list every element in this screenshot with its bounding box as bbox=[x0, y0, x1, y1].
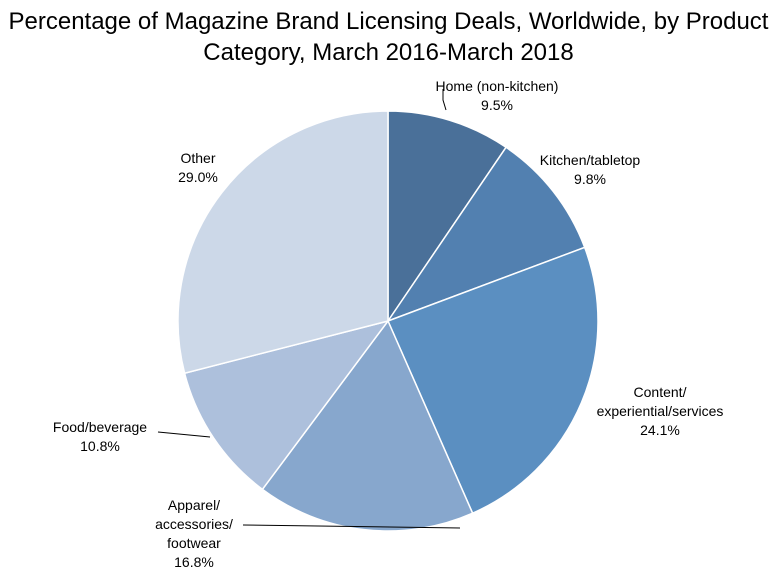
slice-value-label: 16.8% bbox=[174, 554, 214, 570]
leader-line-home-non-kitchen bbox=[442, 89, 447, 111]
pie-slice-apparel-accessories-footwear bbox=[261, 319, 474, 532]
slice-name-label: accessories/ bbox=[155, 516, 233, 532]
chart-title-line-2: Category, March 2016-March 2018 bbox=[203, 39, 574, 66]
slice-label-kitchen-tabletop: Kitchen/tabletop 9.8% bbox=[540, 152, 641, 187]
chart-title: Percentage of Magazine Brand Licensing D… bbox=[0, 6, 777, 68]
slice-label-home-non-kitchen: Home (non-kitchen) 9.5% bbox=[436, 78, 559, 113]
slice-value-label: 29.0% bbox=[178, 169, 218, 185]
pie-slice-content-experiential-services bbox=[386, 246, 599, 515]
slice-labels: Home (non-kitchen) 9.5% Kitchen/tabletop 9.… bbox=[53, 78, 724, 570]
slice-name-label: Kitchen/tabletop bbox=[540, 152, 641, 168]
pie-slice-food-beverage bbox=[183, 319, 390, 491]
chart-title-line-1: Percentage of Magazine Brand Licensing D… bbox=[8, 8, 769, 35]
pie-slice-home-non-kitchen bbox=[387, 110, 508, 324]
slice-label-other: Other 29.0% bbox=[178, 150, 218, 185]
slice-label-apparel-accessories-footwear: Apparel/accessories/footwear 16.8% bbox=[155, 497, 233, 570]
leader-line-food-beverage bbox=[157, 431, 211, 438]
slice-label-food-beverage: Food/beverage 10.8% bbox=[53, 419, 147, 454]
slice-name-label: footwear bbox=[167, 535, 221, 551]
pie-slices bbox=[177, 110, 599, 532]
pie-slice-kitchen-tabletop bbox=[386, 146, 586, 323]
slice-name-label: experiential/services bbox=[597, 403, 724, 419]
slice-label-content-experiential-services: Content/experiential/services 24.1% bbox=[597, 384, 724, 438]
slice-value-label: 9.8% bbox=[574, 171, 606, 187]
slice-value-label: 24.1% bbox=[640, 422, 680, 438]
leader-line-apparel-accessories-footwear bbox=[242, 524, 461, 529]
slice-name-label: Home (non-kitchen) bbox=[436, 78, 559, 94]
slice-name-label: Other bbox=[180, 150, 215, 166]
slice-name-label: Content/ bbox=[634, 384, 687, 400]
slice-value-label: 10.8% bbox=[80, 438, 120, 454]
leader-lines bbox=[157, 89, 461, 529]
slice-value-label: 9.5% bbox=[481, 97, 513, 113]
pie-slice-other bbox=[177, 110, 389, 375]
slice-name-label: Apparel/ bbox=[168, 497, 220, 513]
slice-name-label: Food/beverage bbox=[53, 419, 147, 435]
